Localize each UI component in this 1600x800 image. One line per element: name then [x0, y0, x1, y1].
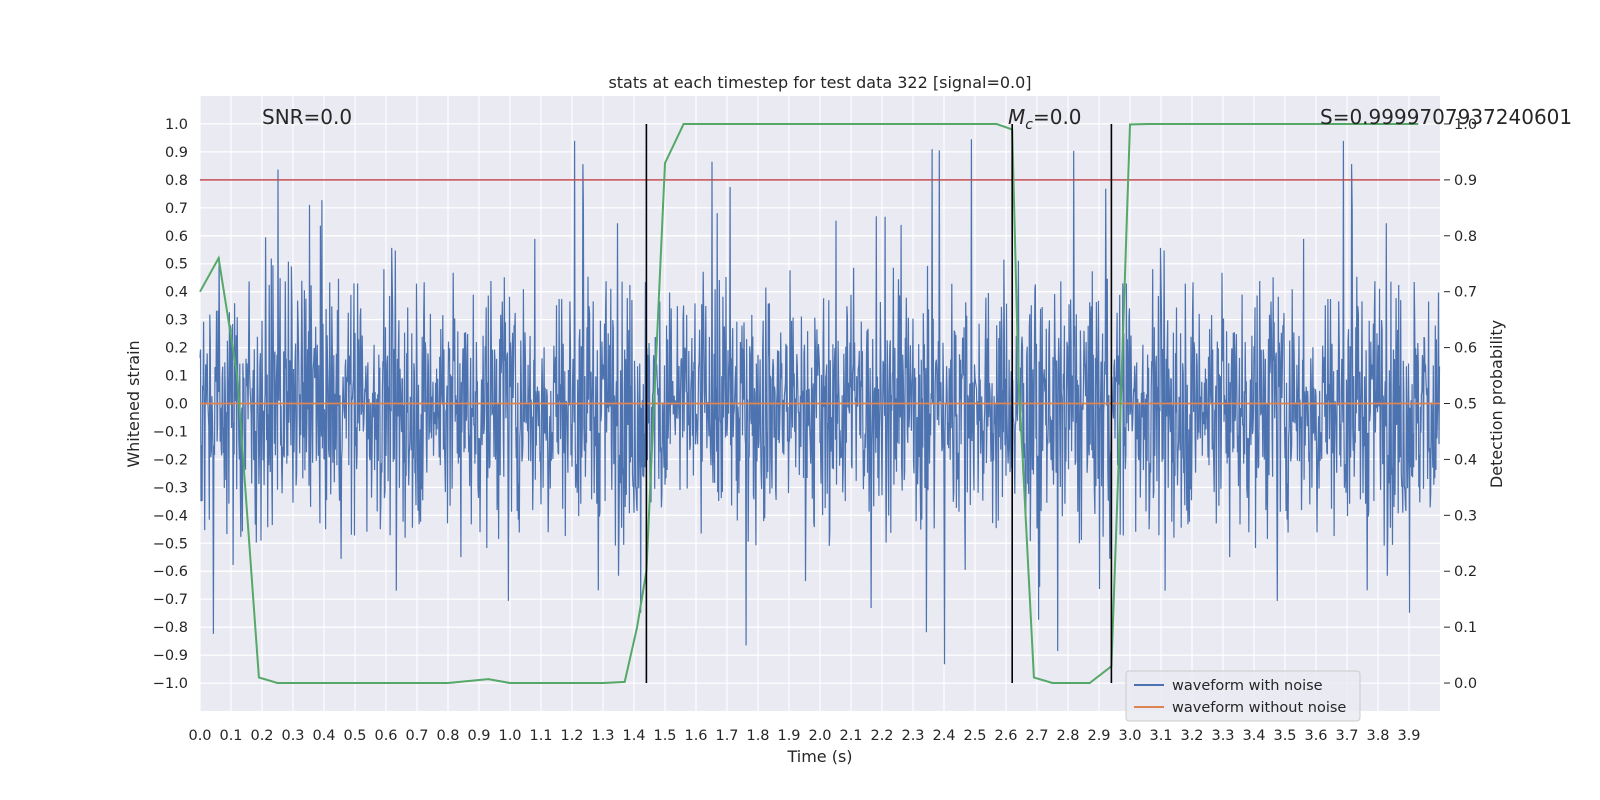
x-tick-3: 0.3: [281, 728, 304, 744]
x-tick-6: 0.6: [374, 728, 397, 744]
y-tick-11: −0.1: [153, 424, 188, 440]
x-tick-18: 1.8: [746, 728, 769, 744]
legend-label-clean: waveform without noise: [1172, 700, 1346, 716]
legend-label-noise: waveform with noise: [1172, 678, 1323, 694]
y-tick-10: 0.0: [165, 397, 188, 413]
x-tick-35: 3.5: [1273, 728, 1296, 744]
y-tick-17: −0.7: [153, 592, 188, 608]
x-tick-33: 3.3: [1211, 728, 1234, 744]
x-tick-39: 3.9: [1397, 728, 1420, 744]
x-tick-24: 2.4: [932, 728, 955, 744]
y2-tick-5: 0.5: [1454, 397, 1477, 413]
x-tick-38: 3.8: [1366, 728, 1389, 744]
x-tick-30: 3.0: [1118, 728, 1141, 744]
y-tick-15: −0.5: [153, 536, 188, 552]
x-tick-12: 1.2: [560, 728, 583, 744]
x-tick-14: 1.4: [622, 728, 645, 744]
x-tick-22: 2.2: [870, 728, 893, 744]
x-tick-15: 1.5: [653, 728, 676, 744]
y-axis-label: Whitened strain: [124, 340, 143, 467]
y-tick-2: 0.8: [165, 173, 188, 189]
x-tick-34: 3.4: [1242, 728, 1265, 744]
x-tick-labels: 0.0 0.1 0.2 0.3 0.4 0.5 0.6 0.7 0.8 0.9 1.0 1.1 1.2 1…: [188, 728, 1420, 744]
x-tick-16: 1.6: [684, 728, 707, 744]
y-tick-8: 0.2: [165, 341, 188, 357]
y-tick-12: −0.2: [153, 452, 188, 468]
y-tick-16: −0.6: [153, 564, 188, 580]
noise-trace: [199, 139, 1441, 665]
x-tick-2: 0.2: [250, 728, 273, 744]
y2-tick-4: 0.6: [1454, 341, 1477, 357]
detection-probability-series: [199, 123, 1419, 684]
chart-title: stats at each timestep for test data 322…: [608, 73, 1031, 92]
x-tick-37: 3.7: [1335, 728, 1358, 744]
x-tick-20: 2.0: [808, 728, 831, 744]
x-tick-36: 3.6: [1304, 728, 1327, 744]
y-tick-13: −0.3: [153, 480, 188, 496]
y2-axis-label: Detection probability: [1487, 320, 1506, 488]
y-tick-labels: 1.0 0.9 0.8 0.7 0.6 0.5 0.4 0.3 0.2 0.1 0.0 −0.1 −0.…: [153, 117, 188, 692]
x-tick-7: 0.7: [405, 728, 428, 744]
y-tick-6: 0.4: [165, 285, 188, 301]
y-tick-1: 0.9: [165, 145, 188, 161]
legend-box: [1125, 670, 1361, 722]
x-tick-32: 3.2: [1180, 728, 1203, 744]
x-tick-8: 0.8: [436, 728, 459, 744]
x-tick-1: 0.1: [219, 728, 242, 744]
y-tick-3: 0.7: [165, 201, 188, 217]
y-tick-18: −0.8: [153, 620, 188, 636]
waveform-with-noise-series: [199, 139, 1441, 665]
y2-tick-0: 1.0: [1454, 117, 1477, 133]
y2-tick-8: 0.2: [1454, 564, 1477, 580]
y-tick-9: 0.1: [165, 369, 188, 385]
y2-tick-9: 0.1: [1454, 620, 1477, 636]
x-tick-13: 1.3: [591, 728, 614, 744]
x-tick-29: 2.9: [1087, 728, 1110, 744]
y2-tick-1: 0.9: [1454, 173, 1477, 189]
x-tick-31: 3.1: [1149, 728, 1172, 744]
x-tick-9: 0.9: [467, 728, 490, 744]
statistic-annotation: S=0.9999707937240601: [1320, 105, 1572, 129]
x-tick-11: 1.1: [529, 728, 552, 744]
x-tick-5: 0.5: [343, 728, 366, 744]
x-tick-4: 0.4: [312, 728, 335, 744]
snr-annotation: SNR=0.0: [262, 105, 352, 129]
y2-tick-2: 0.8: [1454, 229, 1477, 245]
y-tick-0: 1.0: [165, 117, 188, 133]
y-tick-7: 0.3: [165, 313, 188, 329]
y2-tick-10: 0.0: [1454, 676, 1477, 692]
x-tick-17: 1.7: [715, 728, 738, 744]
legend: waveform with noise waveform without noi…: [1125, 670, 1361, 722]
x-tick-26: 2.6: [994, 728, 1017, 744]
y-tick-4: 0.6: [165, 229, 188, 245]
y-tick-20: −1.0: [153, 676, 188, 692]
x-tick-23: 2.3: [901, 728, 924, 744]
x-tick-10: 1.0: [498, 728, 521, 744]
y2-tick-3: 0.7: [1454, 285, 1477, 301]
chirp-mass-annotation: Mc=0.0: [1008, 105, 1082, 133]
x-tick-25: 2.5: [963, 728, 986, 744]
y-tick-14: −0.4: [153, 508, 188, 524]
detection-markers: [645, 123, 1113, 684]
x-axis-label: Time (s): [786, 747, 852, 766]
x-tick-28: 2.8: [1056, 728, 1079, 744]
x-tick-27: 2.7: [1025, 728, 1048, 744]
y2-tick-6: 0.4: [1454, 452, 1477, 468]
x-tick-21: 2.1: [839, 728, 862, 744]
y2-tick-7: 0.3: [1454, 508, 1477, 524]
y-tick-5: 0.5: [165, 257, 188, 273]
x-tick-0: 0.0: [188, 728, 211, 744]
y2-tick-labels: 1.0 0.9 0.8 0.7 0.6 0.5 0.4 0.3 0.2 0.1 0.0: [1444, 117, 1477, 692]
probability-line: [199, 123, 1419, 684]
x-tick-19: 1.9: [777, 728, 800, 744]
y-tick-19: −0.9: [153, 648, 188, 664]
